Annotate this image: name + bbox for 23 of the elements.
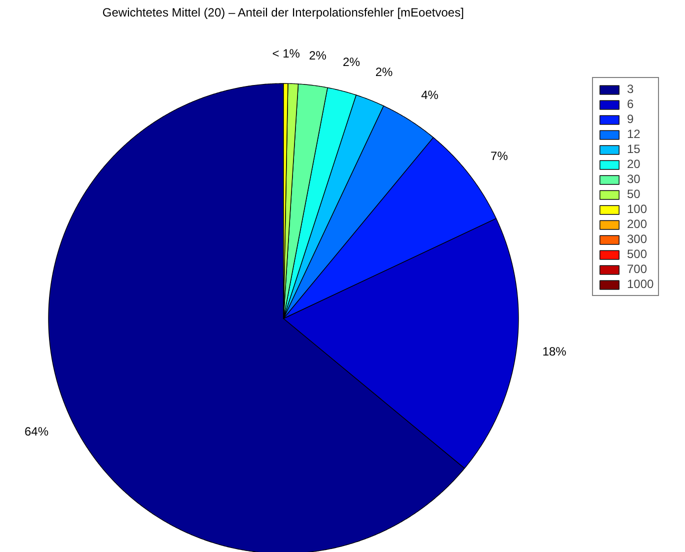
legend-label: 300 xyxy=(627,232,648,246)
legend-label: 15 xyxy=(627,142,642,156)
data-label: 4% xyxy=(421,88,439,102)
data-label: 2% xyxy=(309,48,327,63)
legend-label: 20 xyxy=(627,157,642,171)
legend-label: 500 xyxy=(627,247,648,261)
data-label: 7% xyxy=(490,149,508,164)
legend-label: 1000 xyxy=(627,277,654,291)
data-label: 64% xyxy=(24,424,49,438)
data-label: 2% xyxy=(375,65,393,80)
legend-label: 200 xyxy=(627,217,648,231)
legend-label: 50 xyxy=(627,187,642,201)
data-label: 2% xyxy=(342,54,360,69)
legend-label: 9 xyxy=(627,112,635,126)
data-label: < 1% xyxy=(272,46,300,61)
legend-label: 12 xyxy=(627,127,642,141)
legend-label: 30 xyxy=(627,172,642,186)
data-label: 18% xyxy=(542,344,567,359)
legend-label: 700 xyxy=(627,262,648,276)
chart-title: Gewichtetes Mittel (20) – Anteil der Interpolationsfehler [mEoetvoes] xyxy=(102,6,464,20)
legend-label: 100 xyxy=(627,202,648,216)
legend-label: 6 xyxy=(627,97,635,111)
legend-label: 3 xyxy=(627,82,635,96)
